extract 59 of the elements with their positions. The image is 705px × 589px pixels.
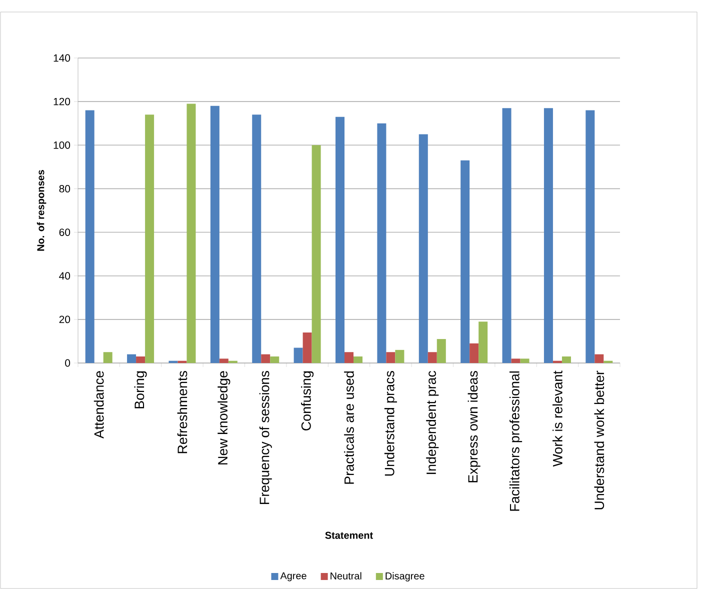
bar	[436, 339, 446, 363]
bar	[386, 352, 396, 363]
bar	[336, 116, 345, 363]
bar	[344, 352, 354, 363]
bar	[428, 352, 437, 363]
bar	[85, 110, 94, 363]
bar	[470, 343, 479, 363]
y-tick-label: 60	[59, 228, 70, 236]
bar	[219, 358, 228, 363]
x-axis-title: Statement	[325, 532, 373, 539]
y-tick-label: 120	[54, 98, 70, 106]
bar	[520, 358, 530, 363]
y-tick-label: 20	[59, 316, 70, 324]
x-tick-label: Frequency of sessions	[259, 371, 272, 504]
bar	[145, 114, 154, 363]
legend-label: Agree	[280, 572, 306, 582]
bar	[127, 354, 136, 363]
bar	[354, 356, 363, 363]
bar	[210, 106, 220, 363]
legend-label: Disagree	[386, 572, 424, 582]
legend-label: Neutral	[330, 572, 362, 580]
bar	[544, 108, 553, 363]
bar	[136, 356, 146, 363]
x-tick-label: Independent prac	[426, 370, 439, 474]
bar	[103, 352, 112, 363]
x-tick-label: Confusing	[301, 371, 314, 430]
x-tick-label: Refreshments	[177, 371, 188, 454]
x-tick-label: Work is relevant	[552, 370, 562, 467]
bar	[312, 145, 321, 363]
y-tick-label: 0	[65, 359, 70, 367]
bar	[302, 332, 312, 363]
bar	[460, 160, 470, 363]
bar	[594, 354, 604, 363]
x-tick-label: Facilitators professional	[510, 371, 522, 511]
y-tick-label: 80	[59, 185, 70, 192]
y-tick-label: 40	[59, 272, 70, 280]
y-tick-label: 140	[54, 54, 70, 62]
bar	[270, 356, 280, 363]
x-tick-label: Understand pracs	[384, 371, 397, 476]
bar	[294, 348, 303, 363]
x-tick-label: Practicals are used	[344, 371, 354, 484]
bar	[511, 358, 520, 363]
bar	[377, 123, 386, 363]
bar	[186, 104, 196, 363]
y-tick-label: 100	[54, 141, 70, 149]
x-tick-label: Attendance	[94, 371, 104, 439]
y-axis-title: No. of responses	[36, 170, 46, 251]
bar	[502, 108, 512, 363]
bar	[586, 110, 595, 363]
bar	[261, 354, 270, 363]
x-tick-label: Boring	[134, 371, 147, 408]
x-tick-label: New knowledge	[218, 371, 230, 464]
bar	[252, 114, 262, 363]
x-tick-label: Understand work better	[594, 370, 604, 510]
x-tick-label: Express own ideas	[468, 371, 480, 482]
bar	[418, 134, 428, 363]
bar	[478, 322, 488, 363]
bar	[395, 350, 404, 363]
bar	[562, 356, 571, 363]
